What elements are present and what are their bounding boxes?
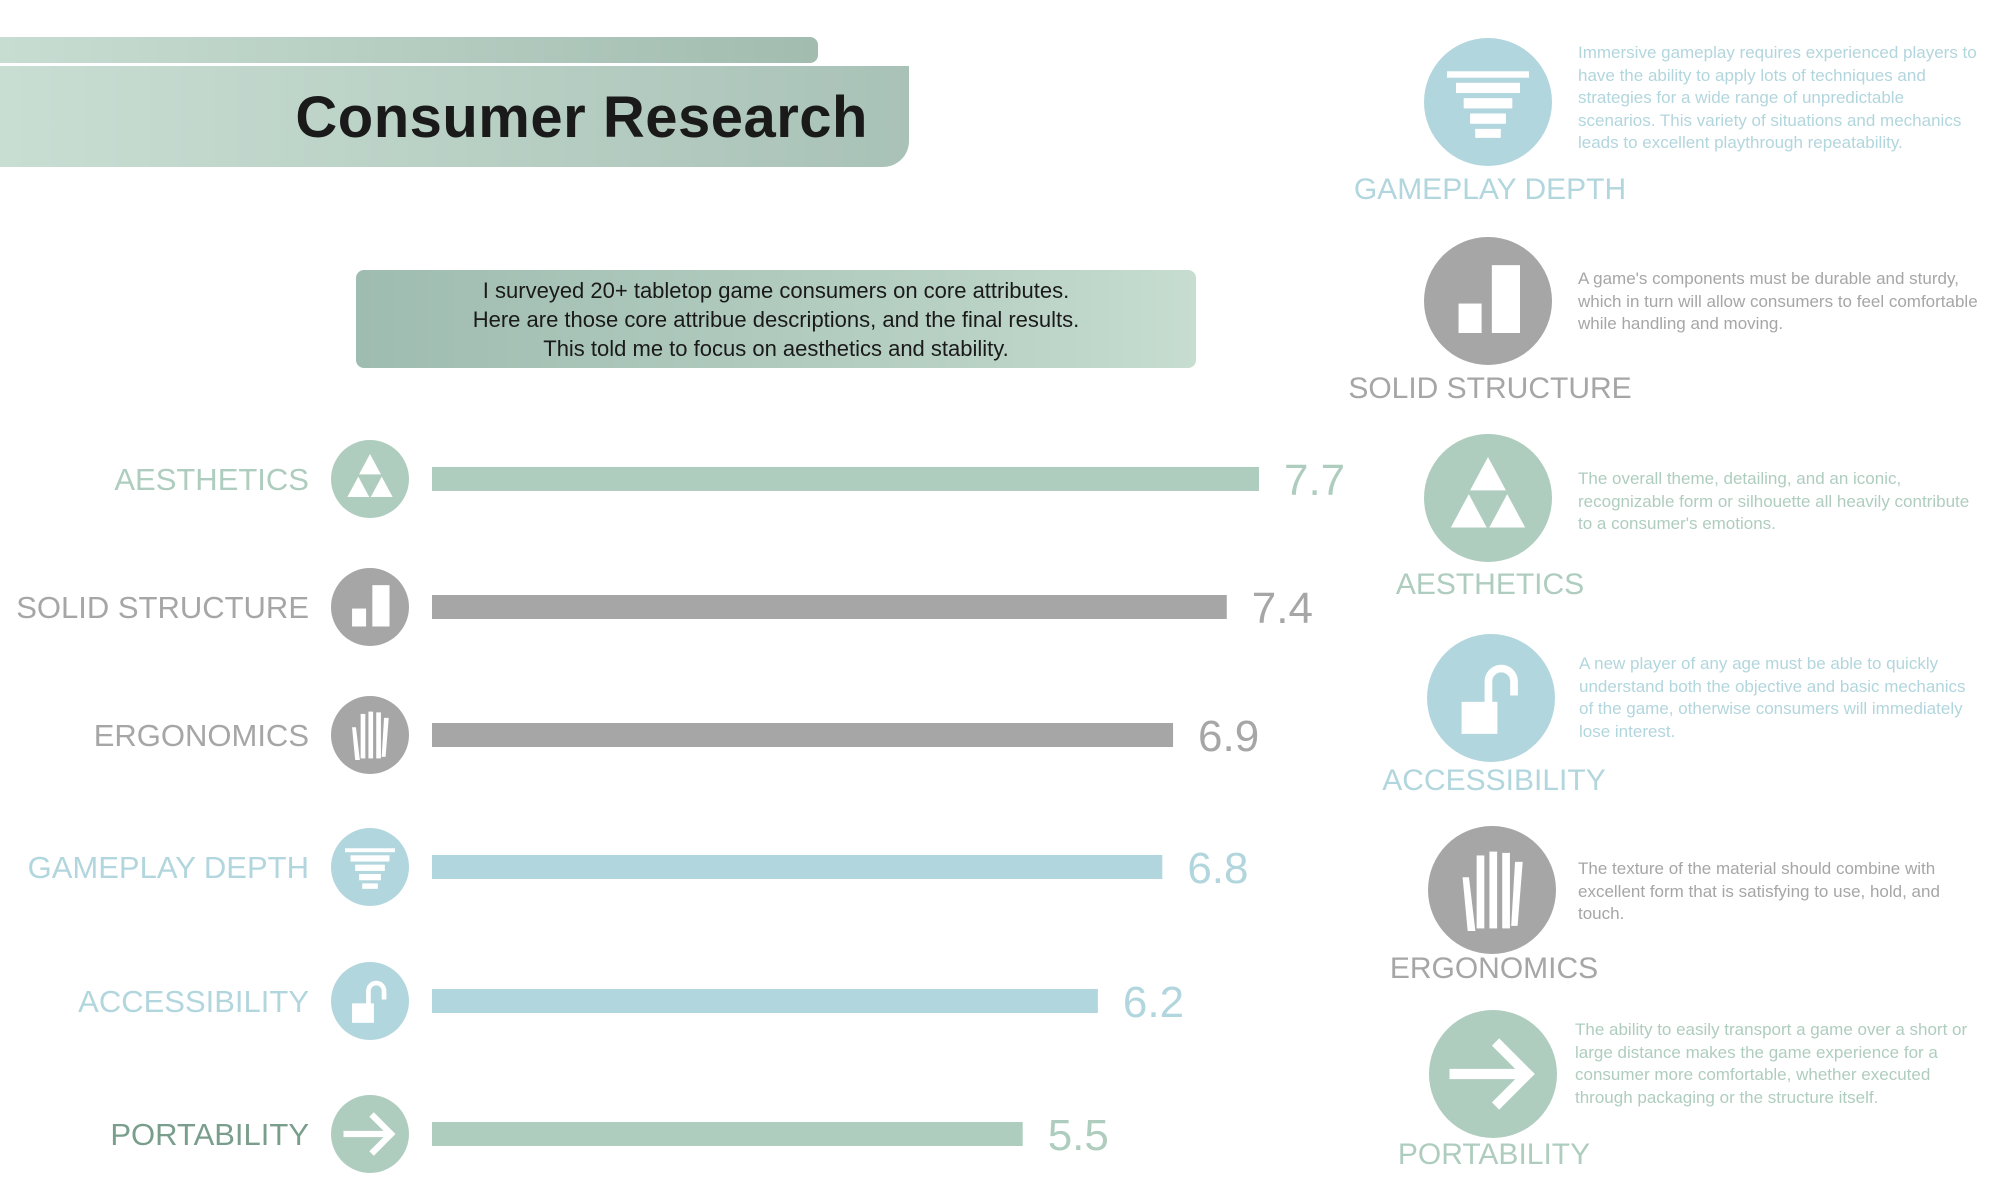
- summary-line-2: Here are those core attribue description…: [472, 307, 1080, 332]
- chart-category-label-portability: PORTABILITY: [110, 1117, 309, 1152]
- chart-category-label-solid-structure: SOLID STRUCTURE: [16, 590, 309, 625]
- attr-name-portability: PORTABILITY: [1397, 1138, 1591, 1171]
- survey-summary-box: I surveyed 20+ tabletop game consumers o…: [356, 270, 1196, 368]
- arrow-icon: [1429, 1010, 1557, 1138]
- chart-bar-gameplay-depth: [432, 855, 1163, 879]
- attr-name-ergonomics: ERGONOMICS: [1389, 952, 1599, 985]
- chart-bar-portability: [432, 1122, 1023, 1146]
- summary-line-3: This told me to focus on aesthetics and …: [543, 336, 1009, 361]
- attr-name-accessibility: ACCESSIBILITY: [1382, 764, 1606, 797]
- chart-category-label-ergonomics: ERGONOMICS: [94, 718, 309, 753]
- title-accent-strip: [0, 37, 818, 63]
- attr-icon-accessibility: [1427, 634, 1555, 762]
- padlock-icon: [1427, 634, 1555, 762]
- chart-category-label-aesthetics: AESTHETICS: [114, 462, 309, 497]
- attr-icon-aesthetics: [1424, 434, 1552, 562]
- chart-value-label-accessibility: 6.2: [1123, 978, 1184, 1027]
- page-title: Consumer Research: [295, 85, 868, 150]
- chart-category-label-gameplay-depth: GAMEPLAY DEPTH: [28, 850, 309, 885]
- attr-desc-solid-structure: A game's components must be durable and …: [1578, 269, 1978, 333]
- chart-category-label-accessibility: ACCESSIBILITY: [78, 984, 309, 1019]
- title-banner: Consumer Research: [0, 66, 909, 167]
- hand-icon: [1428, 826, 1556, 954]
- summary-line-1: I surveyed 20+ tabletop game consumers o…: [482, 278, 1070, 303]
- chart-value-label-aesthetics: 7.7: [1284, 456, 1345, 505]
- blocks-icon: [331, 568, 409, 646]
- funnel-icon: [1424, 38, 1552, 166]
- chart-value-label-gameplay-depth: 6.8: [1187, 844, 1248, 893]
- attr-icon-gameplay-depth: [1424, 38, 1552, 166]
- padlock-icon: [331, 962, 409, 1040]
- blocks-icon: [1424, 237, 1552, 365]
- chart-value-label-portability: 5.5: [1048, 1111, 1109, 1160]
- funnel-icon: [331, 828, 409, 906]
- attr-icon-solid-structure: [1424, 237, 1552, 365]
- attr-icon-portability: [1429, 1010, 1557, 1138]
- attr-desc-gameplay-depth: Immersive gameplay requires experienced …: [1578, 43, 1977, 152]
- chart-bar-solid-structure: [432, 595, 1227, 619]
- chart-bar-ergonomics: [432, 723, 1174, 747]
- triforce-icon: [331, 440, 409, 518]
- chart-bar-accessibility: [432, 989, 1098, 1013]
- attr-icon-ergonomics: [1428, 826, 1556, 954]
- chart-bar-aesthetics: [432, 467, 1259, 491]
- triforce-icon: [1424, 434, 1552, 562]
- hand-icon: [331, 696, 409, 774]
- attr-name-gameplay-depth: GAMEPLAY DEPTH: [1353, 173, 1627, 206]
- attr-desc-ergonomics: The texture of the material should combi…: [1578, 859, 1940, 923]
- attribute-score-chart: AESTHETICS 7.7 SOLID STRUCTURE 7.4 ERGONOMIC…: [16, 440, 1345, 1173]
- attr-desc-portability: The ability to easily transport a game o…: [1575, 1020, 1968, 1107]
- chart-value-label-ergonomics: 6.9: [1198, 712, 1259, 761]
- attr-name-aesthetics: AESTHETICS: [1395, 568, 1585, 601]
- attr-desc-aesthetics: The overall theme, detailing, and an ico…: [1578, 469, 1970, 533]
- arrow-icon: [331, 1095, 409, 1173]
- attr-desc-accessibility: A new player of any age must be able to …: [1579, 654, 1966, 741]
- chart-value-label-solid-structure: 7.4: [1252, 584, 1313, 633]
- attr-name-solid-structure: SOLID STRUCTURE: [1348, 372, 1632, 405]
